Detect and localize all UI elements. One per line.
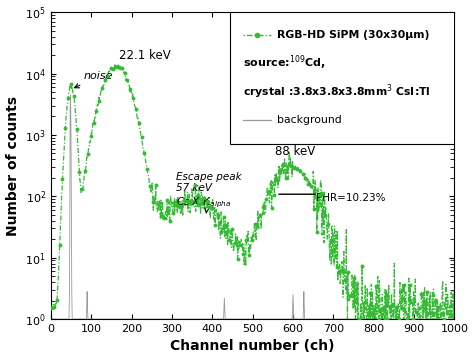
Text: 22.1 keV: 22.1 keV — [119, 49, 171, 62]
Text: background: background — [277, 115, 342, 125]
Text: source:$^{109}$Cd,: source:$^{109}$Cd, — [243, 53, 325, 72]
Text: PHR=10.23%: PHR=10.23% — [316, 193, 386, 202]
Y-axis label: Number of counts: Number of counts — [6, 95, 19, 236]
Text: noise: noise — [74, 71, 113, 88]
Text: RGB-HD SiPM (30x30μm): RGB-HD SiPM (30x30μm) — [277, 30, 429, 40]
Text: Escape peak
57 keV
Cs X-K$_{alpha}$: Escape peak 57 keV Cs X-K$_{alpha}$ — [176, 172, 242, 213]
Text: crystal :3.8x3.8x3.8mm$^3$ CsI:Tl: crystal :3.8x3.8x3.8mm$^3$ CsI:Tl — [243, 83, 430, 101]
Text: 88 keV: 88 keV — [275, 145, 315, 158]
FancyBboxPatch shape — [230, 12, 458, 144]
X-axis label: Channel number (ch): Channel number (ch) — [170, 340, 335, 354]
